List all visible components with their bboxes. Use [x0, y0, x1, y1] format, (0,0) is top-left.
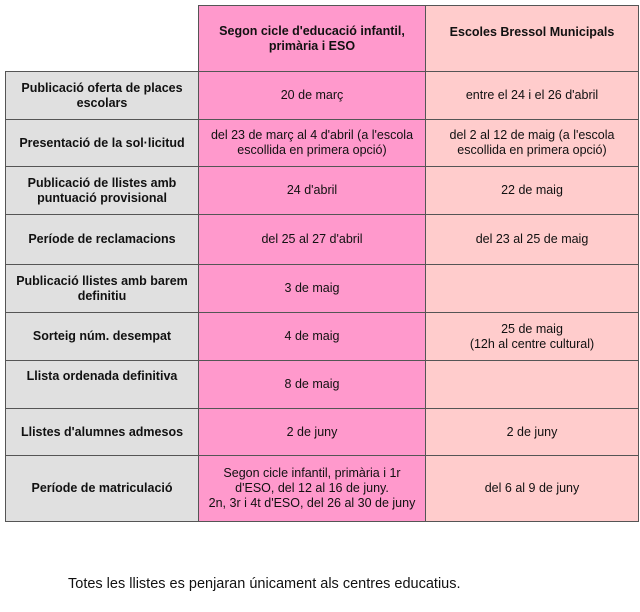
cell-infantil-primaria-eso: 24 d'abril: [198, 166, 426, 215]
row-label: Període de matriculació: [5, 455, 199, 522]
row-label: Publicació llistes amb barem definitiu: [5, 264, 199, 313]
cell-infantil-primaria-eso: del 23 de març al 4 d'abril (a l'escola …: [198, 119, 426, 167]
table-row: Publicació oferta de places escolars 20 d…: [5, 71, 639, 120]
table-row: Llista ordenada definitiva 8 de maig: [5, 360, 639, 409]
cell-infantil-primaria-eso: 3 de maig: [198, 264, 426, 313]
row-label: Període de reclamacions: [5, 214, 199, 265]
calendar-table: Segon cicle d'educació infantil, primàri…: [5, 5, 639, 522]
table-row: Llistes d'alumnes admesos 2 de juny 2 de j…: [5, 408, 639, 456]
table-row: Publicació llistes amb barem definitiu 3 …: [5, 264, 639, 313]
cell-infantil-primaria-eso: 4 de maig: [198, 312, 426, 361]
cell-infantil-primaria-eso: Segon cicle infantil, primària i 1r d'ES…: [198, 455, 426, 522]
row-label: Presentació de la sol·licitud: [5, 119, 199, 167]
cell-escoles-bressol: del 6 al 9 de juny: [425, 455, 639, 522]
row-label: Publicació oferta de places escolars: [5, 71, 199, 120]
header-empty: [5, 5, 199, 72]
cell-escoles-bressol: 25 de maig (12h al centre cultural): [425, 312, 639, 361]
footer-note: Totes les llistes es penjaran únicament …: [68, 576, 461, 592]
table-row: Període de reclamacions del 25 al 27 d'ab…: [5, 214, 639, 265]
cell-infantil-primaria-eso: 8 de maig: [198, 360, 426, 409]
header-row: Segon cicle d'educació infantil, primàri…: [5, 5, 639, 72]
row-label: Llista ordenada definitiva: [5, 360, 199, 409]
header-escoles-bressol: Escoles Bressol Municipals: [425, 5, 639, 72]
table-row: Publicació de llistes amb puntuació prov…: [5, 166, 639, 215]
row-label: Sorteig núm. desempat: [5, 312, 199, 361]
cell-escoles-bressol: 22 de maig: [425, 166, 639, 215]
cell-escoles-bressol: [425, 264, 639, 313]
cell-escoles-bressol: 2 de juny: [425, 408, 639, 456]
table-row: Període de matriculació Segon cicle infan…: [5, 455, 639, 522]
cell-infantil-primaria-eso: del 25 al 27 d'abril: [198, 214, 426, 265]
cell-escoles-bressol: entre el 24 i el 26 d'abril: [425, 71, 639, 120]
header-infantil-primaria-eso: Segon cicle d'educació infantil, primàri…: [198, 5, 426, 72]
row-label: Publicació de llistes amb puntuació prov…: [5, 166, 199, 215]
table-row: Presentació de la sol·licitud del 23 de m…: [5, 119, 639, 167]
row-label: Llistes d'alumnes admesos: [5, 408, 199, 456]
table-row: Sorteig núm. desempat 4 de maig 25 de maig…: [5, 312, 639, 361]
cell-infantil-primaria-eso: 20 de març: [198, 71, 426, 120]
cell-infantil-primaria-eso: 2 de juny: [198, 408, 426, 456]
cell-escoles-bressol: [425, 360, 639, 409]
cell-escoles-bressol: del 23 al 25 de maig: [425, 214, 639, 265]
cell-escoles-bressol: del 2 al 12 de maig (a l'escola escollid…: [425, 119, 639, 167]
